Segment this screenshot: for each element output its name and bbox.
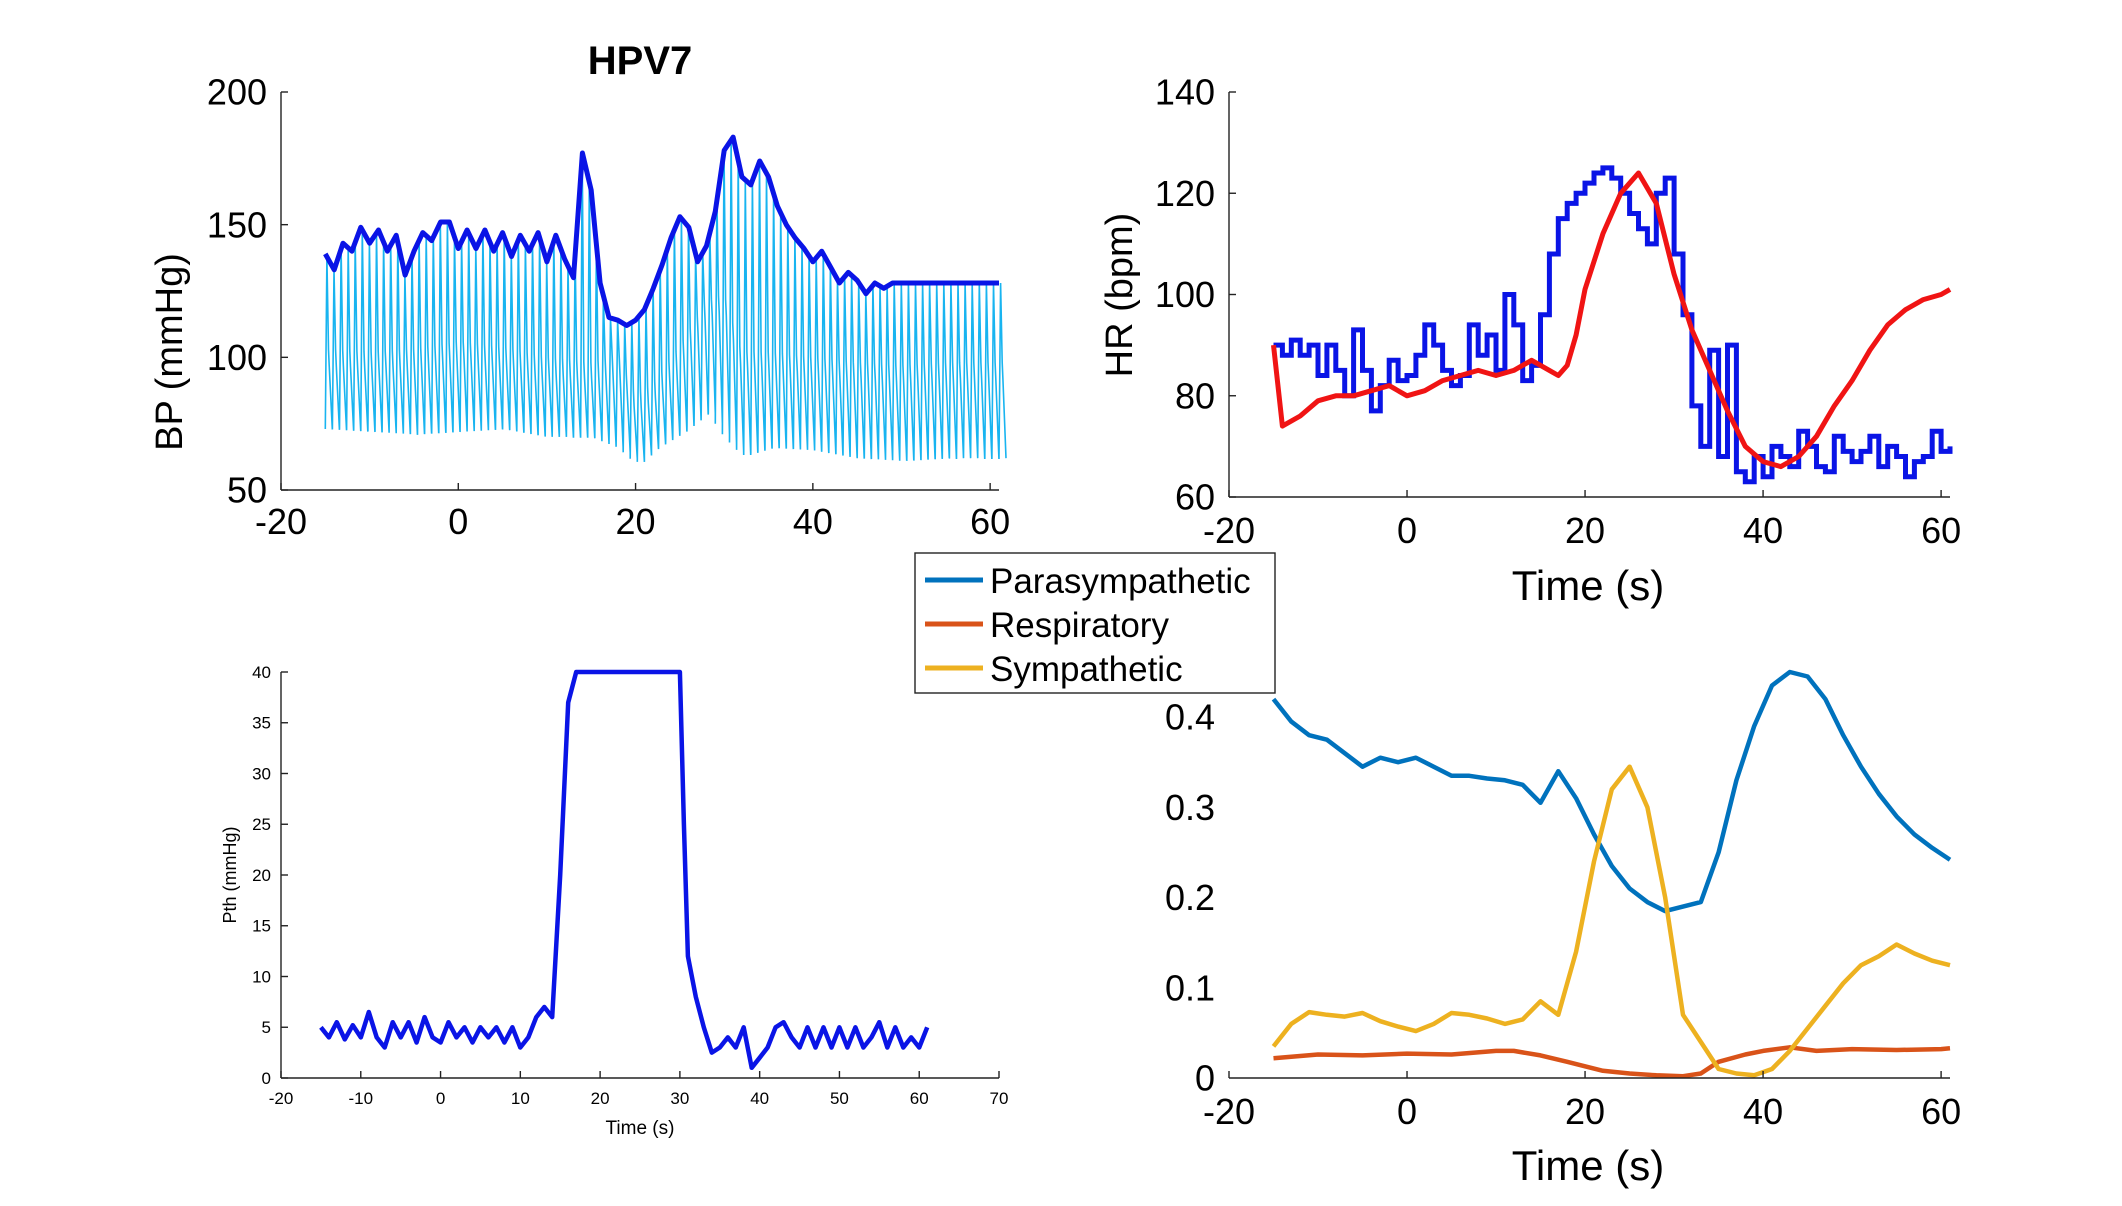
hr-measured-line (1273, 165, 1953, 485)
components-sympathetic-line (1271, 764, 1951, 1078)
components-y-tick-label: 0.2 (1165, 877, 1215, 918)
bp-axes: -20 0 20 40 60 50 100 150 200 (207, 72, 1010, 542)
bp-series-layer (323, 134, 1007, 462)
pth-y-tick-label: 20 (252, 866, 271, 885)
pth-x-tick-label: 60 (910, 1089, 929, 1108)
pth-y-tick-label: 5 (262, 1018, 271, 1037)
bp-raw-waveform-line (324, 139, 1007, 462)
hr-y-tick-label: 80 (1175, 375, 1215, 416)
hr-y-tick-label: 120 (1155, 173, 1215, 214)
components-y-tick-label: 0.3 (1165, 787, 1215, 828)
bp-y-axis-label: BP (mmHg) (149, 253, 191, 451)
bp-envelope-line (323, 134, 999, 328)
legend: Parasympathetic Respiratory Sympathetic (914, 552, 1276, 694)
hr-y-tick-label: 140 (1155, 72, 1215, 113)
pth-x-tick-label: 10 (511, 1089, 530, 1108)
pth-panel: Pth (mmHg) Time (s) -20 -10 0 10 20 30 40 50 60 7… (220, 663, 1008, 1139)
pth-line (319, 669, 930, 1071)
bp-y-tick-label: 50 (227, 470, 267, 511)
components-y-tick-label: 0.1 (1165, 967, 1215, 1008)
legend-label-respiratory: Respiratory (990, 606, 1169, 645)
hr-x-tick-label: 60 (1921, 510, 1961, 551)
hr-model-line (1271, 170, 1952, 470)
bp-x-tick-label: 40 (793, 501, 833, 542)
pth-y-tick-label: 25 (252, 815, 271, 834)
pth-x-tick-label: 50 (830, 1089, 849, 1108)
legend-label-sympathetic: Sympathetic (990, 650, 1183, 689)
hr-x-tick-label: 0 (1397, 510, 1417, 551)
components-x-tick-label: 0 (1397, 1091, 1417, 1132)
components-y-tick-label: 0.4 (1165, 697, 1215, 738)
components-series-layer (1271, 669, 1952, 1079)
pth-y-tick-label: 35 (252, 714, 271, 733)
hr-x-tick-label: -20 (1203, 510, 1255, 551)
bp-chart-title: HPV7 (588, 39, 693, 83)
bp-y-tick-label: 200 (207, 72, 267, 113)
bp-panel: HPV7 BP (mmHg) -20 0 20 40 60 50 100 150 200 (149, 39, 1010, 542)
components-respiratory-line (1273, 1045, 1951, 1079)
hr-panel: HR (bpm) Time (s) -20 0 20 40 60 60 80 100 120 14… (1099, 72, 1961, 609)
bp-x-tick-label: 0 (448, 501, 468, 542)
hr-series-layer (1271, 165, 1953, 485)
bp-y-tick-label: 100 (207, 337, 267, 378)
components-x-tick-label: 40 (1743, 1091, 1783, 1132)
hr-x-tick-label: 40 (1743, 510, 1783, 551)
pth-series-layer (319, 669, 930, 1071)
components-x-tick-label: -20 (1203, 1091, 1255, 1132)
components-parasympathetic-line (1271, 669, 1952, 914)
bp-x-tick-label: 20 (616, 501, 656, 542)
hr-y-tick-label: 60 (1175, 477, 1215, 518)
hr-axes: -20 0 20 40 60 60 80 100 120 140 (1155, 72, 1961, 551)
hr-y-tick-label: 100 (1155, 274, 1215, 315)
components-y-tick-label: 0 (1195, 1058, 1215, 1099)
pth-x-tick-label: 20 (591, 1089, 610, 1108)
pth-x-tick-label: 0 (436, 1089, 445, 1108)
legend-label-parasympathetic: Parasympathetic (990, 562, 1251, 601)
bp-x-tick-label: 60 (970, 501, 1010, 542)
pth-x-axis-label: Time (s) (606, 1118, 675, 1139)
components-x-axis-label: Time (s) (1512, 1142, 1664, 1189)
pth-y-tick-label: 15 (252, 917, 271, 936)
pth-x-tick-label: 40 (750, 1089, 769, 1108)
bp-y-tick-label: 150 (207, 204, 267, 245)
pth-x-tick-label: 70 (990, 1089, 1009, 1108)
pth-y-tick-label: 10 (252, 967, 271, 986)
pth-y-tick-label: 0 (262, 1069, 271, 1088)
hr-y-axis-label: HR (bpm) (1099, 213, 1141, 378)
pth-x-tick-label: 30 (670, 1089, 689, 1108)
components-x-tick-label: 60 (1921, 1091, 1961, 1132)
pth-y-tick-label: 30 (252, 764, 271, 783)
hr-x-tick-label: 20 (1565, 510, 1605, 551)
pth-y-tick-label: 40 (252, 663, 271, 682)
pth-y-axis-label: Pth (mmHg) (220, 826, 240, 923)
pth-x-tick-label: -20 (269, 1089, 294, 1108)
bp-x-tick-label: -20 (255, 501, 307, 542)
pth-x-tick-label: -10 (348, 1089, 373, 1108)
hr-x-axis-label: Time (s) (1512, 562, 1664, 609)
pth-axes: -20 -10 0 10 20 30 40 50 60 70 0 5 10 15 20 25 30 35 40 (252, 663, 1008, 1108)
components-x-tick-label: 20 (1565, 1091, 1605, 1132)
